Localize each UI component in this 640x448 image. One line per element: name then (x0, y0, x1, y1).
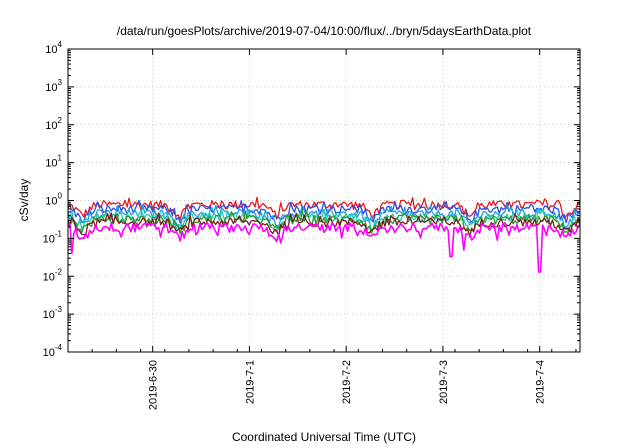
series-layer (67, 196, 581, 273)
chart-title: /data/run/goesPlots/archive/2019-07-04/1… (117, 24, 532, 38)
x-axis-label: Coordinated Universal Time (UTC) (232, 430, 416, 444)
y-axis-label: cSv/day (17, 179, 31, 222)
grid (68, 48, 580, 353)
x-tick-label: 2019-7-2 (341, 360, 353, 404)
x-tick-label: 2019-6-30 (148, 360, 160, 410)
y-tick-label: 103 (45, 78, 62, 94)
series-line (67, 209, 581, 235)
y-tick-label: 10-1 (43, 229, 63, 245)
y-tick-label: 104 (45, 40, 62, 56)
y-tick-label: 10-2 (43, 267, 63, 283)
x-ticks: 2019-6-30 2019-7-1 2019-7-2 2019-7-3 2019-7-… (67, 49, 577, 410)
y-tick-label: 10-4 (43, 343, 63, 359)
x-tick-label: 2019-7-3 (438, 360, 450, 404)
y-ticks: 104 103 102 101 100 10-1 10-2 10-3 10-4 (43, 40, 580, 359)
y-tick-label: 10-3 (43, 305, 63, 321)
series-line (67, 199, 581, 224)
x-tick-label: 2019-7-1 (244, 360, 256, 404)
series-line (67, 222, 581, 273)
y-tick-label: 102 (45, 116, 62, 132)
y-tick-label: 101 (45, 154, 62, 170)
x-tick-label: 2019-7-4 (535, 360, 547, 404)
y-tick-label: 100 (45, 192, 62, 208)
